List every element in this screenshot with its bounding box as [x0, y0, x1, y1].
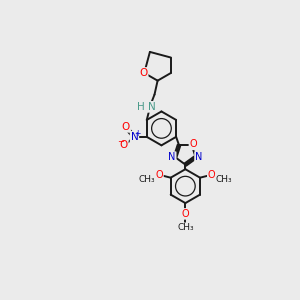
Text: N: N — [168, 152, 176, 162]
Text: CH₃: CH₃ — [216, 175, 232, 184]
Text: O: O — [208, 170, 215, 180]
Text: O: O — [189, 139, 197, 149]
Text: N: N — [130, 132, 138, 142]
Text: O: O — [120, 140, 128, 150]
Text: O: O — [155, 170, 163, 180]
Text: N: N — [195, 152, 202, 162]
Text: O: O — [140, 68, 148, 78]
Text: −: − — [117, 137, 124, 146]
Text: H N: H N — [137, 102, 156, 112]
Text: O: O — [182, 209, 189, 219]
Text: O: O — [122, 122, 130, 132]
Text: +: + — [134, 129, 141, 138]
Text: CH₃: CH₃ — [139, 175, 155, 184]
Text: CH₃: CH₃ — [177, 223, 194, 232]
